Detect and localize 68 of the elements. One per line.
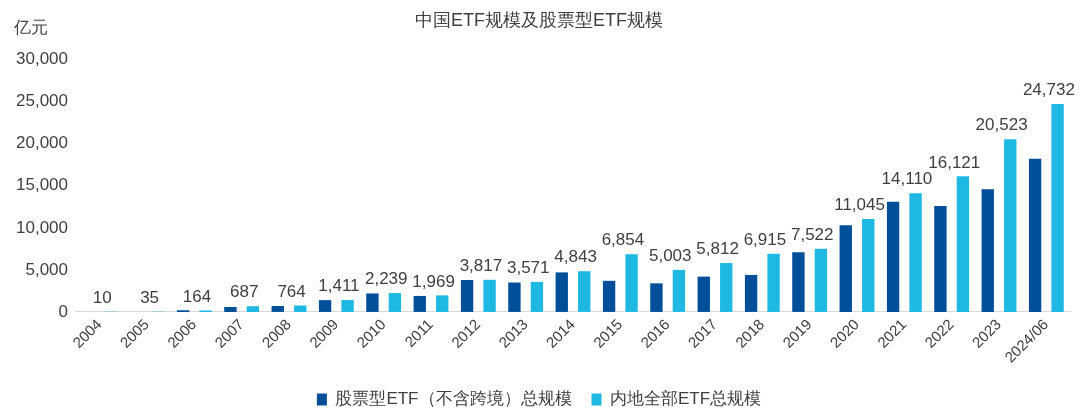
- bar: [909, 193, 922, 312]
- bar: [246, 306, 260, 312]
- bar: [650, 283, 663, 312]
- data-label: 5,812: [696, 239, 739, 259]
- y-tick-label: 5,000: [25, 259, 68, 279]
- bar: [956, 176, 970, 312]
- bar: [483, 279, 496, 312]
- bar: [1051, 103, 1064, 312]
- bar: [294, 305, 307, 312]
- legend-label: 内地全部ETF总规模: [610, 389, 762, 409]
- bar: [720, 263, 733, 312]
- data-label: 24,732: [1022, 80, 1075, 100]
- y-tick-label: 10,000: [16, 217, 68, 237]
- data-label: 1,411: [318, 276, 360, 296]
- bar: [530, 281, 544, 312]
- y-tick-label: 25,000: [16, 91, 68, 111]
- bar: [388, 293, 402, 312]
- bar: [814, 248, 828, 312]
- y-tick-label: 15,000: [16, 175, 68, 195]
- y-axis-title: 亿元: [13, 18, 48, 38]
- bar: [555, 272, 568, 312]
- bar: [792, 252, 805, 312]
- bar: [934, 205, 947, 312]
- data-label: 4,843: [554, 247, 597, 267]
- data-label: 7,522: [790, 224, 834, 244]
- bar: [413, 295, 426, 312]
- y-tick-label: 0: [58, 301, 68, 321]
- bar: [672, 269, 686, 312]
- bar: [1028, 158, 1042, 312]
- bar: [366, 293, 379, 312]
- data-label: 6,915: [743, 229, 787, 249]
- y-tick-label: 30,000: [16, 49, 68, 69]
- bar: [508, 282, 521, 312]
- bar: [341, 300, 354, 312]
- bar: [318, 300, 332, 312]
- bar: [839, 225, 852, 312]
- data-label: 10: [92, 288, 112, 308]
- bar: [981, 189, 994, 312]
- bar: [460, 279, 474, 312]
- bar: [436, 295, 449, 312]
- bar: [1004, 139, 1017, 312]
- data-label: 1,969: [412, 271, 455, 291]
- data-label: 3,571: [506, 258, 550, 278]
- bar: [767, 253, 780, 312]
- data-label: 687: [230, 282, 259, 302]
- bar: [625, 254, 638, 312]
- bar: [886, 201, 900, 312]
- data-label: 5,003: [648, 246, 692, 266]
- bar: [578, 271, 591, 312]
- bar: [602, 280, 616, 312]
- data-label: 2,239: [364, 269, 408, 289]
- bar: [271, 306, 284, 312]
- bar: [224, 306, 237, 312]
- data-label: 6,854: [601, 230, 645, 250]
- data-label: 164: [182, 286, 212, 306]
- bar: [744, 274, 758, 312]
- data-label: 764: [277, 281, 306, 301]
- data-label: 14,110: [881, 169, 933, 189]
- data-label: 11,045: [834, 195, 885, 215]
- data-label: 20,523: [975, 115, 1028, 135]
- data-label: 16,121: [928, 152, 981, 172]
- chart-title: 中国ETF规模及股票型ETF规模: [415, 9, 663, 30]
- bar: [697, 276, 710, 312]
- data-label: 3,817: [459, 256, 503, 276]
- data-label: 35: [140, 287, 160, 307]
- bar: [862, 219, 875, 312]
- y-tick-label: 20,000: [16, 133, 68, 153]
- legend-label: 股票型ETF（不含跨境）总规模: [335, 389, 572, 409]
